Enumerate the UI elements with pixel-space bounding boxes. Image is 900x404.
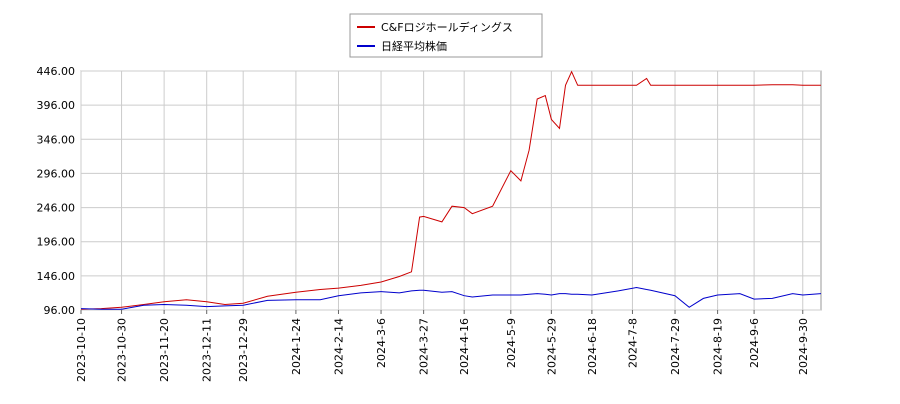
x-tick-label: 2024-4-16 bbox=[458, 318, 471, 375]
y-tick-label: 96.00 bbox=[44, 304, 76, 317]
y-tick-label: 396.00 bbox=[37, 99, 76, 112]
y-tick-label: 296.00 bbox=[37, 167, 76, 180]
y-tick-label: 446.00 bbox=[37, 65, 76, 78]
x-tick-label: 2024-5-9 bbox=[505, 318, 518, 368]
x-tick-label: 2023-10-30 bbox=[116, 318, 129, 382]
x-tick-label: 2023-12-29 bbox=[237, 318, 250, 382]
x-tick-label: 2024-3-6 bbox=[375, 318, 388, 368]
x-tick-label: 2024-9-6 bbox=[748, 318, 761, 368]
x-tick-label: 2023-11-20 bbox=[158, 318, 171, 382]
legend-label: C&Fロジホールディングス bbox=[381, 20, 513, 34]
y-tick-label: 196.00 bbox=[37, 236, 76, 249]
x-tick-label: 2023-12-11 bbox=[201, 318, 214, 382]
legend-label: 日経平均株価 bbox=[381, 39, 447, 53]
x-tick-label: 2024-6-18 bbox=[586, 318, 599, 375]
line-series bbox=[80, 286, 822, 310]
y-tick-label: 246.00 bbox=[37, 202, 76, 215]
line-series bbox=[80, 70, 821, 310]
x-tick-label: 2024-5-29 bbox=[545, 318, 558, 375]
x-tick-label: 2024-9-30 bbox=[797, 318, 810, 375]
legend bbox=[349, 13, 543, 58]
x-tick-label: 2024-1-24 bbox=[290, 318, 303, 375]
y-tick-label: 146.00 bbox=[37, 270, 76, 283]
x-tick-label: 2024-7-29 bbox=[669, 318, 682, 375]
y-tick-label: 346.00 bbox=[37, 133, 76, 146]
x-tick-label: 2023-10-10 bbox=[75, 318, 88, 382]
x-tick-label: 2024-7-8 bbox=[626, 318, 639, 368]
x-tick-label: 2024-3-27 bbox=[418, 318, 431, 375]
plot-area bbox=[80, 70, 822, 311]
x-tick-label: 2024-8-19 bbox=[712, 318, 725, 375]
x-tick-label: 2024-2-14 bbox=[332, 318, 345, 375]
